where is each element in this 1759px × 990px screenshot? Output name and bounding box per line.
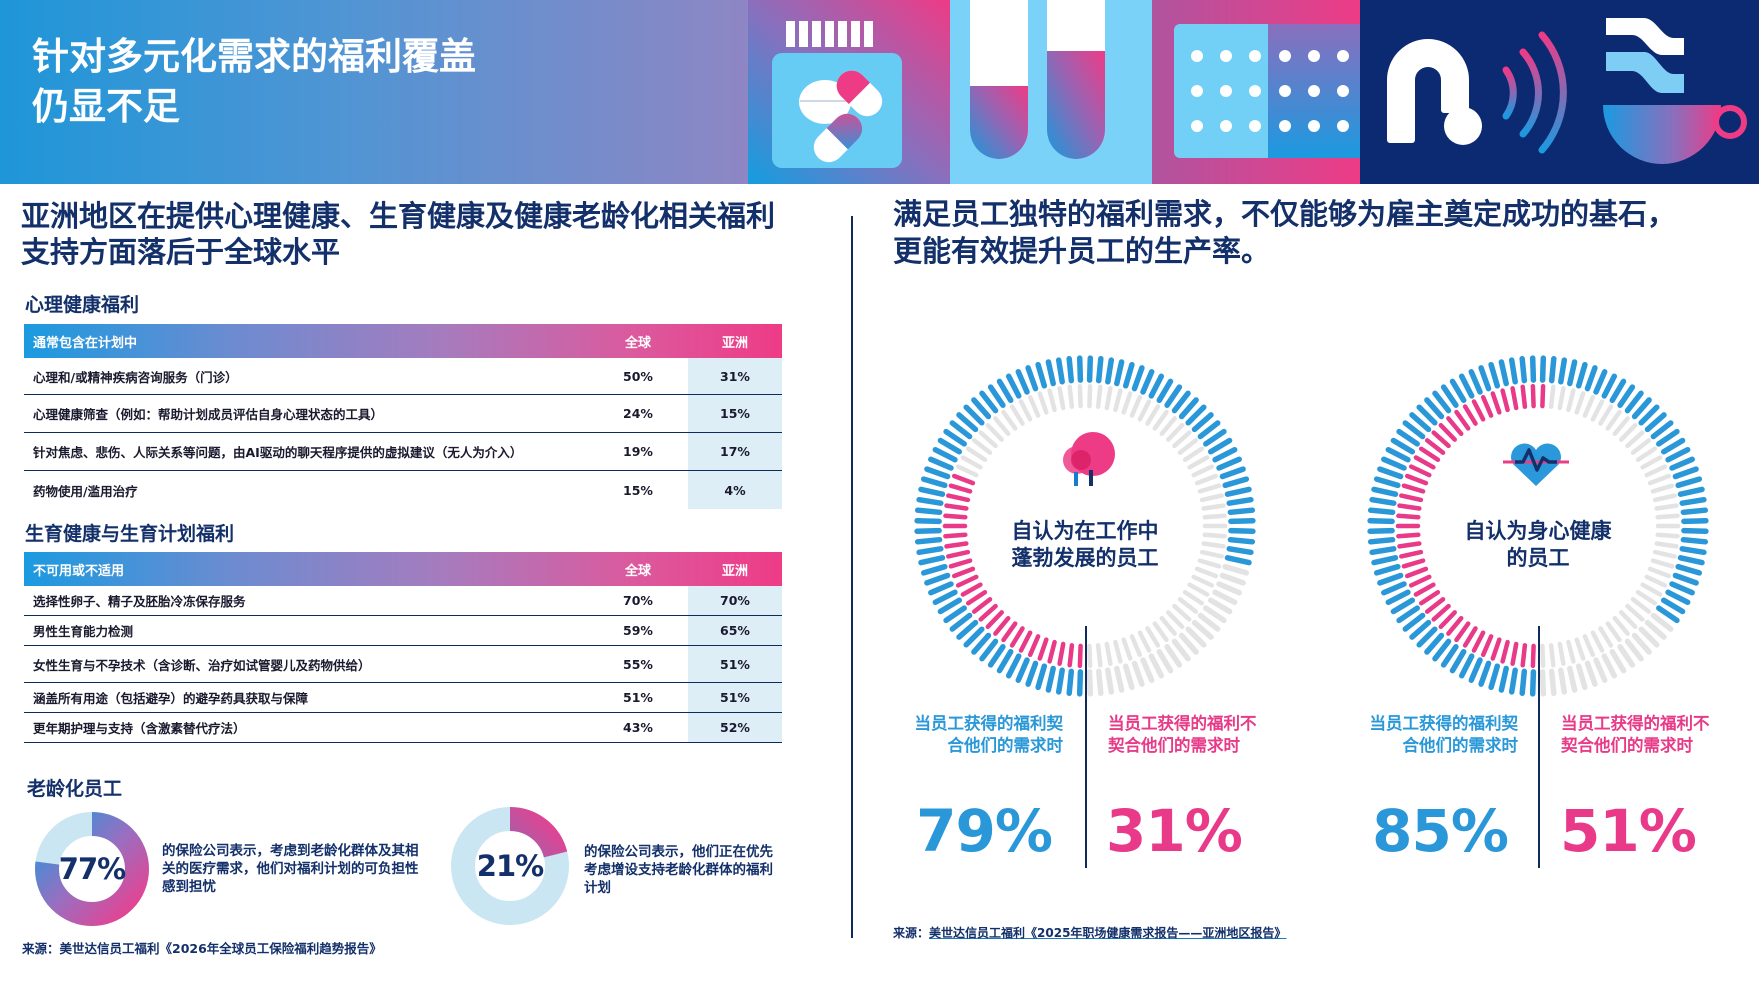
aging-section-title: 老龄化员工 [27,778,123,800]
met-needs-value: 85% [1372,797,1509,865]
unmet-needs-caption: 当员工获得的福利不 契合他们的需求时 [1561,714,1710,755]
header-label: 通常包含在计划中 [33,335,138,351]
met-needs-value: 79% [916,797,1053,865]
tea-cup-icon [1603,18,1747,164]
row-label: 心理健康筛查（例如：帮助计划成员评估自身心理状态的工具） [33,407,384,422]
sound-waves-icon [1502,31,1567,154]
row-label: 心理和/或精神疾病咨询服务（门诊） [33,369,238,385]
donut-chart: 21% [450,806,570,926]
row-label: 男性生育能力检测 [33,624,134,639]
row-global-value: 50% [623,368,653,384]
header-banner: 针对多元化需求的福利覆盖 仍显不足 [0,0,1759,184]
row-global-value: 19% [623,444,653,459]
aging-description: 的保险公司表示，考虑到老龄化群体及其相 关的医疗需求，他们对福利计划的可负担性 … [162,843,419,895]
test-tubes-icon [950,0,1152,184]
aging-stat-77: 77% 的保险公司表示，考虑到老龄化群体及其相 关的医疗需求，他们对福利计划的可… [32,806,452,930]
mental-health-section-title: 心理健康福利 [25,294,140,316]
row-global-value: 70% [623,593,653,608]
row-label: 药物使用/滥用治疗 [33,483,138,499]
ring-center-label: 自认为在工作中 蓬勃发展的员工 [1011,519,1159,570]
header-asia: 亚洲 [721,335,748,351]
heartbeat-icon [1503,443,1569,486]
banner-title-block: 针对多元化需求的福利覆盖 仍显不足 [0,0,748,184]
donut-value: 77% [58,852,126,886]
table-row: 选择性卵子、精子及胚胎冷冻保存服务 70% 70% [24,586,782,616]
radial-bar-graphic [1367,355,1709,697]
donut-chart: 77% [32,809,152,929]
table-row: 涵盖所有用途（包括避孕）的避孕药具获取与保障 51% 51% [24,683,782,713]
thriving-ring-chart: 自认为在工作中 蓬勃发展的员工 [905,346,1265,706]
table-row: 女性生育与不孕技术（含诊断、治疗如试管婴儿及药物供给） 55% 51% [24,646,782,683]
table-row: 药物使用/滥用治疗 15% 4% [24,471,782,509]
row-label: 女性生育与不孕技术（含诊断、治疗如试管婴儿及药物供给） [33,657,371,673]
hearing-aid-and-cup-tile [1360,0,1759,184]
left-source-note: 来源：美世达信员工福利《2026年全球员工保险福利趋势报告》 [22,941,382,956]
donut-21-graphic [451,807,569,925]
pill-bottle-icon [748,0,950,184]
trees-icon [1063,432,1115,486]
table-header: 不可用或不适用 全球 亚洲 [24,552,782,586]
source-report-link[interactable]: 美世达信员工福利《2025年职场健康需求报告——亚洲地区报告》 [929,926,1287,940]
row-global-value: 51% [623,690,653,705]
unmet-needs-caption: 当员工获得的福利不 契合他们的需求时 [1108,714,1257,755]
row-asia-value: 52% [688,713,782,742]
stat-divider [1538,626,1540,868]
wellbeing-ring-chart: 自认为身心健康 的员工 [1358,346,1718,706]
donut-value: 21% [476,849,544,883]
table-row: 更年期护理与支持（含激素替代疗法） 43% 52% [24,713,782,743]
row-label: 选择性卵子、精子及胚胎冷冻保存服务 [33,594,246,609]
row-asia-value: 17% [688,433,782,470]
met-needs-caption: 当员工获得的福利契 合他们的需求时 [1369,714,1519,755]
stat-divider [1085,626,1087,868]
left-section-heading: 亚洲地区在提供心理健康、生育健康及健康老龄化相关福利 支持方面落后于全球水平 [21,199,776,269]
row-global-value: 59% [623,623,653,638]
table-row: 心理健康筛查（例如：帮助计划成员评估自身心理状态的工具） 24% 15% [24,395,782,433]
row-global-value: 55% [623,656,653,672]
row-asia-value: 70% [688,586,782,615]
table-header: 通常包含在计划中 全球 亚洲 [24,324,782,358]
row-label: 针对焦虑、悲伤、人际关系等问题，由AI驱动的聊天程序提供的虚拟建议（无人为介入） [33,445,523,460]
table-row: 心理和/或精神疾病咨询服务（门诊） 50% 31% [24,358,782,395]
met-needs-caption: 当员工获得的福利契 合他们的需求时 [914,714,1064,755]
right-source-note: 来源：美世达信员工福利《2025年职场健康需求报告——亚洲地区报告》 [893,924,1286,941]
ring-center-label: 自认为身心健康 的员工 [1464,519,1612,570]
row-asia-value: 51% [688,683,782,712]
header-label: 不可用或不适用 [33,563,125,579]
row-asia-value: 15% [688,395,782,432]
radial-bar-graphic [914,355,1256,697]
table-row: 男性生育能力检测 59% 65% [24,616,782,646]
aging-stat-21: 21% 的保险公司表示，他们正在优先 考虑增设支持老龄化群体的福利 计划 [450,806,810,930]
unmet-needs-value: 31% [1106,797,1243,865]
column-divider [851,216,853,938]
mental-health-table: 通常包含在计划中 全球 亚洲 心理和/或精神疾病咨询服务（门诊） 50% 31%… [24,324,782,509]
row-asia-value: 4% [688,471,782,509]
right-section-heading: 满足员工独特的福利需求，不仅能够为雇主奠定成功的基石， 更能有效提升员工的生产率… [893,197,1677,268]
row-label: 更年期护理与支持（含激素替代疗法） [33,721,246,736]
row-asia-value: 31% [688,358,782,394]
hearing-aid-icon [1387,39,1482,145]
row-asia-value: 65% [688,616,782,645]
fertility-table: 不可用或不适用 全球 亚洲 选择性卵子、精子及胚胎冷冻保存服务 70% 70% … [24,552,782,743]
aging-description: 的保险公司表示，他们正在优先 考虑增设支持老龄化群体的福利 计划 [584,844,773,896]
row-global-value: 24% [623,406,653,421]
donut-77-graphic [35,812,149,926]
header-global: 全球 [624,563,651,579]
fertility-section-title: 生育健康与生育计划福利 [25,523,235,545]
unmet-needs-value: 51% [1560,797,1697,865]
row-global-value: 43% [623,720,653,735]
row-asia-value: 51% [688,646,782,682]
row-global-value: 15% [623,482,653,498]
table-row: 针对焦虑、悲伤、人际关系等问题，由AI驱动的聊天程序提供的虚拟建议（无人为介入）… [24,433,782,471]
row-label: 涵盖所有用途（包括避孕）的避孕药具获取与保障 [33,691,309,706]
page-title: 针对多元化需求的福利覆盖 仍显不足 [32,35,476,128]
header-asia: 亚洲 [721,563,748,579]
source-prefix: 来源： [893,926,930,940]
header-global: 全球 [624,335,651,351]
pill-pack-icon [1152,0,1362,184]
